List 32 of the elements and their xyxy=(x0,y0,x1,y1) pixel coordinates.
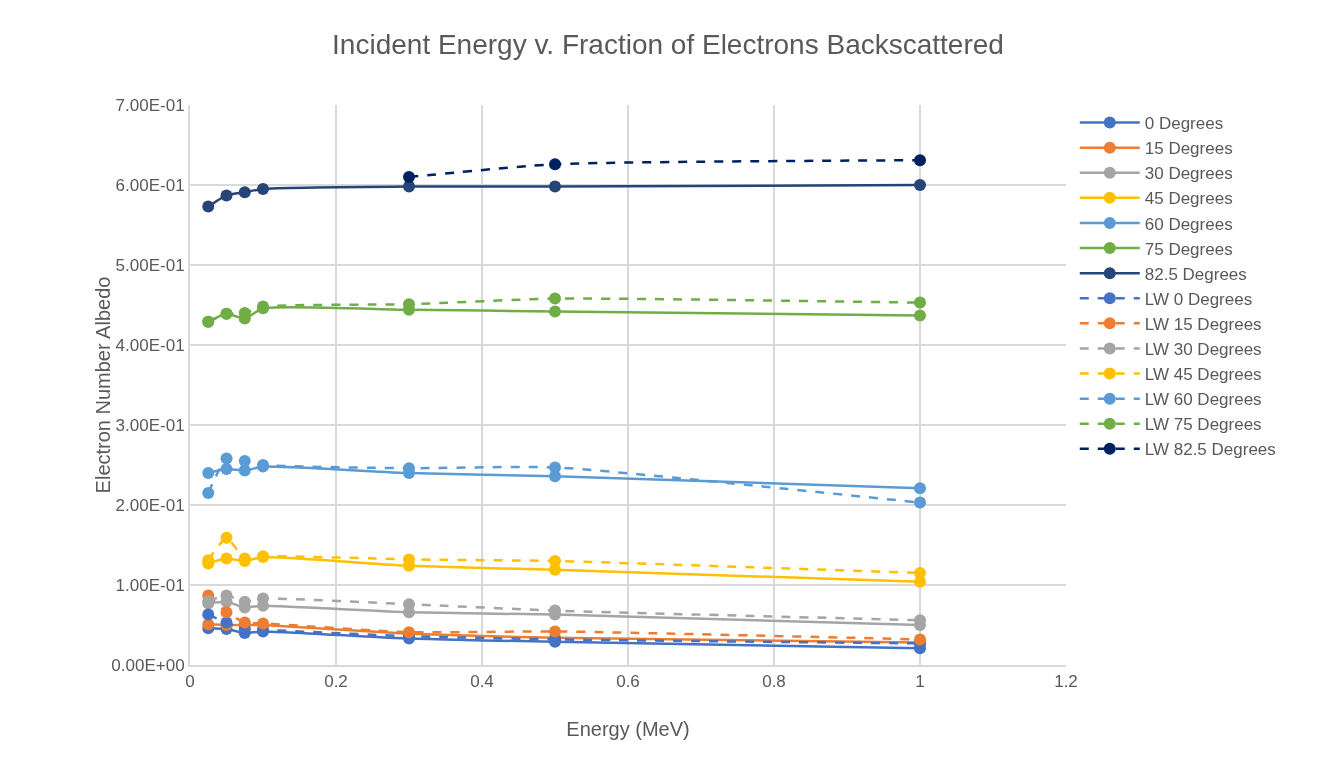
x-tick-label: 1 xyxy=(915,672,925,692)
x-tick-label: 0.4 xyxy=(470,672,494,692)
x-axis-title: Energy (MeV) xyxy=(566,718,690,740)
y-tick-label: 1.00E-01 xyxy=(115,575,185,595)
y-tick-label: 4.00E-01 xyxy=(115,335,185,355)
y-tick-label: 7.00E-01 xyxy=(115,95,185,115)
y-axis-title: Electron Number Albedo xyxy=(91,276,114,494)
legend-label: LW 45 Degrees xyxy=(1144,365,1262,385)
x-tick-label: 1.2 xyxy=(1054,672,1078,692)
x-tick-label: 0 xyxy=(185,672,195,692)
x-tick-label: 0.6 xyxy=(616,672,640,692)
legend-label: 45 Degrees xyxy=(1144,189,1233,209)
legend-label: 30 Degrees xyxy=(1144,164,1233,184)
x-tick-label: 0.8 xyxy=(762,672,786,692)
legend-label: LW 82.5 Degrees xyxy=(1144,440,1276,460)
legend-label: LW 0 Degrees xyxy=(1144,289,1253,309)
legend-label: 60 Degrees xyxy=(1144,214,1233,234)
y-tick-label: 2.00E-01 xyxy=(115,495,185,515)
legend-label: LW 75 Degrees xyxy=(1144,415,1262,435)
chart-title: Incident Energy v. Fraction of Electrons Backscattered xyxy=(332,29,1004,61)
legend-label: 82.5 Degrees xyxy=(1144,264,1247,284)
legend-label: 0 Degrees xyxy=(1144,114,1224,134)
legend-label: LW 60 Degrees xyxy=(1144,390,1262,410)
legend-label: 15 Degrees xyxy=(1144,139,1233,159)
legend-label: LW 15 Degrees xyxy=(1144,314,1262,334)
y-tick-label: 0.00E+00 xyxy=(111,655,185,675)
legend-label: 75 Degrees xyxy=(1144,239,1233,259)
y-tick-label: 6.00E-01 xyxy=(115,175,185,195)
legend-label: LW 30 Degrees xyxy=(1144,340,1262,360)
x-tick-label: 0.2 xyxy=(324,672,348,692)
y-tick-label: 3.00E-01 xyxy=(115,415,185,435)
y-tick-label: 5.00E-01 xyxy=(115,255,185,275)
